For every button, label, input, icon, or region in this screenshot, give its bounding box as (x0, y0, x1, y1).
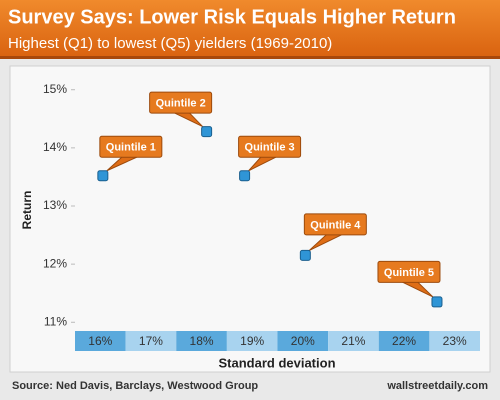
y-tick-label: 13% (43, 198, 67, 212)
point (97, 170, 109, 182)
y-tick-label: 12% (43, 256, 67, 270)
callout-box (377, 260, 441, 283)
x-tick-cell (75, 331, 126, 351)
plot-area (9, 65, 491, 373)
x-tick-label: 22% (392, 334, 416, 348)
y-tick-label: 11% (44, 314, 67, 328)
x-tick-cell (176, 331, 227, 351)
callout-label: Quintile 1 (106, 142, 156, 154)
x-tick-cell (378, 331, 430, 351)
callout-box (303, 213, 367, 236)
callout-label: Quintile 2 (156, 97, 206, 109)
header (0, 0, 500, 58)
x-tick-label: 23% (443, 334, 467, 348)
x-tick-label: 21% (341, 334, 365, 348)
point (201, 126, 213, 138)
y-axis-label: Return (20, 191, 34, 230)
callout-box (99, 135, 163, 158)
chart-subtitle: Highest (Q1) to lowest (Q5) yielders (19… (8, 35, 332, 52)
x-tick-cell (429, 331, 480, 351)
x-tick-label: 17% (139, 334, 163, 348)
x-tick-cell (328, 331, 379, 351)
x-tick-label: 20% (291, 334, 315, 348)
point (239, 170, 251, 182)
y-tick-label: 14% (43, 140, 67, 154)
x-tick-label: 18% (190, 334, 214, 348)
chart-title: Survey Says: Lower Risk Equals Higher Re… (8, 6, 456, 28)
source: Source: Ned Davis, Barclays, Westwood Gr… (12, 380, 258, 392)
x-axis-label: Standard deviation (218, 355, 335, 370)
callout-box (238, 135, 302, 158)
site: wallstreetdaily.com (386, 380, 488, 392)
x-tick-label: 19% (240, 334, 264, 348)
header-border (0, 56, 500, 59)
y-tick-label: 15% (43, 82, 67, 96)
x-tick-cell (277, 331, 329, 351)
x-tick-cell (226, 331, 278, 351)
callout-label: Quintile 5 (384, 267, 434, 279)
x-tick-label: 16% (88, 334, 112, 348)
point (299, 249, 311, 261)
x-tick-cell (125, 331, 177, 351)
callout-box (149, 91, 213, 114)
point (431, 296, 443, 308)
callout-label: Quintile 3 (245, 142, 295, 154)
callout-label: Quintile 4 (310, 219, 361, 231)
